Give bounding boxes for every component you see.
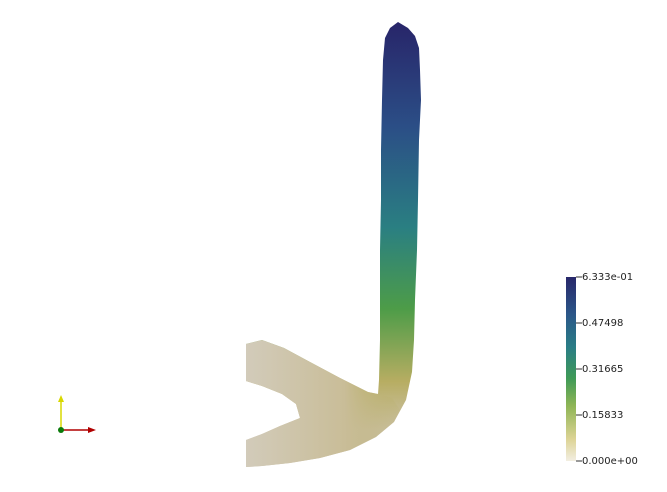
color-bar-label: 0.47498 xyxy=(582,318,623,329)
orientation-axes xyxy=(58,395,96,433)
color-bar-label: 0.15833 xyxy=(582,410,623,421)
color-bar xyxy=(566,277,576,461)
mesh-surface xyxy=(246,22,421,467)
color-bar-label: 0.000e+00 xyxy=(582,456,638,467)
color-bar-label: 6.333e-01 xyxy=(582,272,633,283)
color-bar-label: 0.31665 xyxy=(582,364,623,375)
